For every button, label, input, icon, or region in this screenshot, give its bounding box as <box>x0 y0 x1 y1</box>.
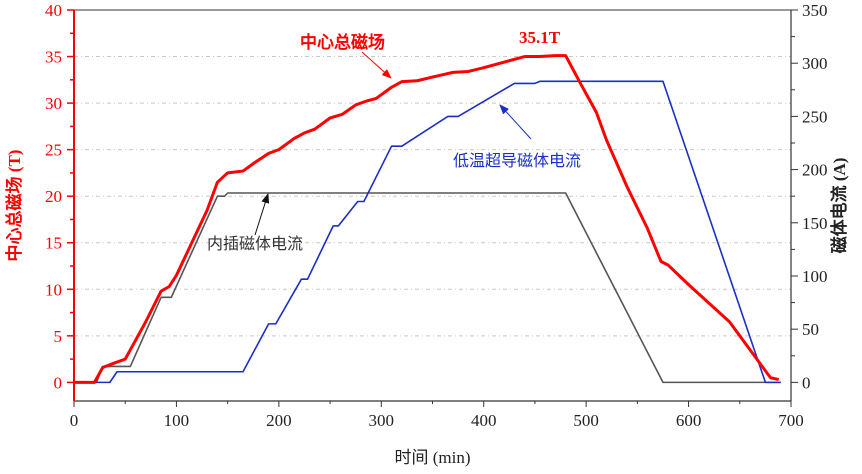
field-arrow <box>361 51 392 79</box>
annotation-lts: 低温超导磁体电流 <box>453 152 581 170</box>
x-tick-label: 0 <box>70 411 79 430</box>
y-left-tick-label: 20 <box>45 187 62 206</box>
y-right-tick-label: 0 <box>802 373 811 392</box>
x-tick-label: 500 <box>573 411 599 430</box>
y-left-tick-label: 30 <box>45 94 62 113</box>
lts-arrow <box>499 104 532 140</box>
y-right-tick-label: 250 <box>802 107 828 126</box>
annotation-insert: 内插磁体电流 <box>207 235 303 253</box>
x-tick-label: 600 <box>676 411 702 430</box>
y-left-tick-label: 35 <box>45 48 62 67</box>
x-tick-label: 300 <box>369 411 395 430</box>
x-tick-label: 200 <box>266 411 292 430</box>
x-tick-label: 700 <box>778 411 804 430</box>
x-tick-label: 400 <box>471 411 497 430</box>
y-left-tick-label: 15 <box>45 234 62 253</box>
x-tick-label: 100 <box>164 411 190 430</box>
annotation-peak: 35.1T <box>519 28 561 47</box>
y-left-tick-label: 40 <box>45 1 62 20</box>
y-left-tick-label: 25 <box>45 141 62 160</box>
y-right-tick-label: 50 <box>802 320 819 339</box>
y-left-tick-label: 10 <box>45 280 62 299</box>
y-left-axis-label: 中心总磁场 (T) <box>4 150 24 262</box>
y-right-tick-label: 100 <box>802 267 828 286</box>
y-left-tick-label: 5 <box>54 327 63 346</box>
y-right-tick-label: 300 <box>802 54 828 73</box>
y-right-tick-label: 200 <box>802 161 828 180</box>
x-axis-label: 时间 (min) <box>394 448 470 467</box>
annotation-field: 中心总磁场 <box>300 32 385 52</box>
series-line-insert <box>74 192 781 384</box>
y-left-tick-label: 0 <box>54 373 63 392</box>
y-right-tick-label: 150 <box>802 214 828 233</box>
series-line-lts <box>74 80 781 384</box>
series-line-field <box>74 54 780 384</box>
insert-arrow <box>254 193 270 236</box>
y-right-tick-label: 350 <box>802 1 828 20</box>
y-right-axis-label: 磁体电流 (A) <box>829 158 849 254</box>
